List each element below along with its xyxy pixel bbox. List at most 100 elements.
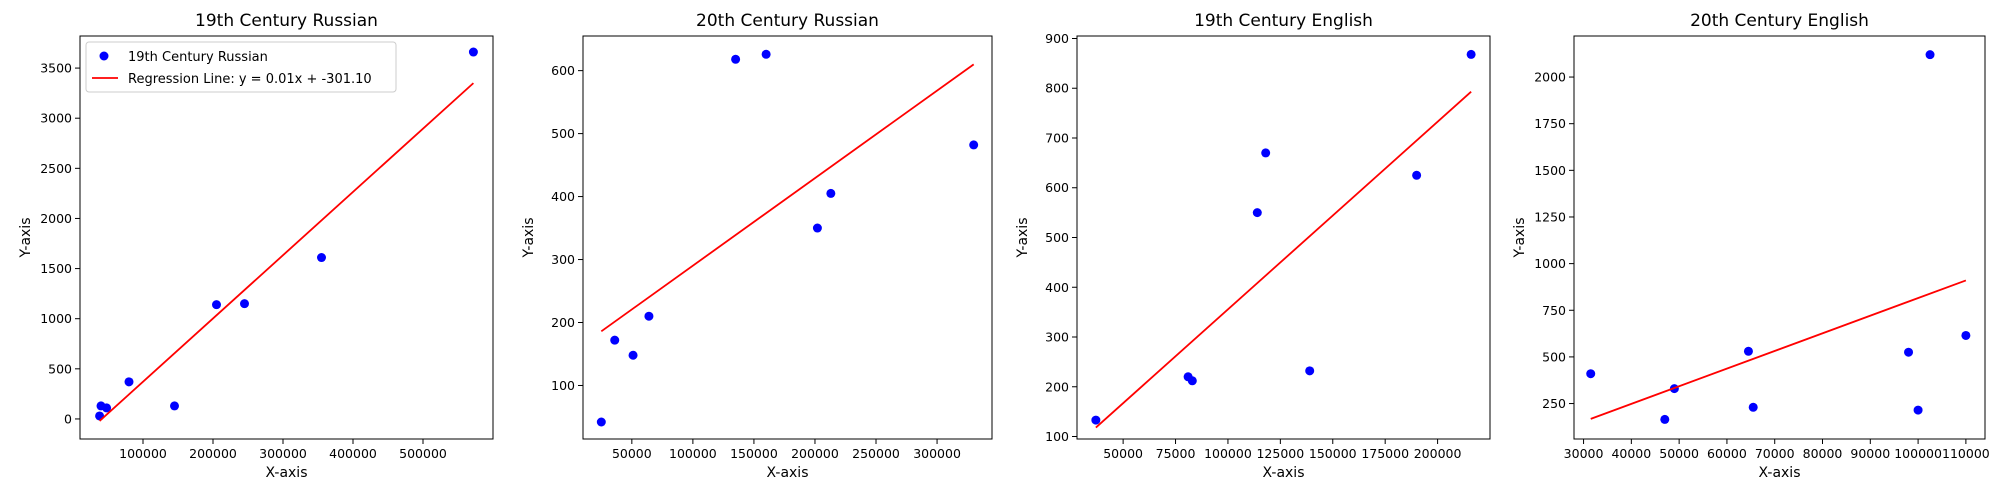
y-tick-label: 3500 [40,61,72,76]
x-tick-label: 60000 [1707,446,1747,461]
data-point [969,140,979,150]
subplot-2: 20th Century Russian 50000 100000 150000 200… [521,11,993,481]
data-point [1586,369,1596,379]
data-point [1660,414,1670,424]
data-point [240,299,249,309]
x-tick-label: 30000 [1564,446,1604,461]
x-tick-label: 90000 [1850,446,1890,461]
y-tick-label: 2000 [40,211,72,226]
data-point [1261,148,1271,158]
data-point [1412,170,1422,180]
y-tick-label: 1000 [1534,256,1566,271]
data-point [610,335,620,345]
legend-label: 19th Century Russian [128,50,268,65]
data-point [1961,330,1971,340]
data-point [1466,49,1476,59]
data-point [1743,346,1753,356]
legend-box [85,41,397,93]
y-axis-label: Y-axis [1512,218,1528,259]
data-point [596,417,606,427]
y-tick-label: 300 [1045,330,1069,345]
data-point [170,401,179,411]
subplot-title: 19th Century Russian [195,11,378,31]
y-tick-label: 2000 [1534,70,1566,85]
data-point [812,223,822,233]
x-tick-label: 300000 [259,446,307,461]
data-point [644,311,654,321]
y-tick-label: 500 [48,361,72,376]
y-tick-label: 600 [551,63,575,78]
data-point [1925,50,1935,60]
legend: 19th Century Russian Regression Line: y =… [85,41,397,93]
y-tick-label: 2500 [40,161,72,176]
y-tick-label: 200 [551,315,575,330]
subplot-3: 19th Century English 50000 75000 100000 1250… [1015,11,1491,481]
y-tick-label: 200 [1045,379,1069,394]
x-tick-label: 175000 [1361,446,1409,461]
y-tick-label: 500 [1045,230,1069,245]
data-point [1187,376,1197,386]
x-axis-label: X-axis [1263,465,1305,481]
legend-marker-points [99,51,109,61]
data-point [468,47,478,57]
data-point [628,350,638,360]
y-tick-label: 1500 [1534,163,1566,178]
x-tick-label: 40000 [1611,446,1651,461]
y-tick-label: 1000 [40,311,72,326]
subplot-title: 19th Century English [1194,11,1373,31]
plot-frame [1076,35,1491,440]
y-tick-label: 600 [1045,180,1069,195]
x-axis-label: X-axis [767,465,809,481]
plot-frame [582,35,993,440]
subplot-1: 19th Century Russian 100000 200000 300000 40… [18,11,494,481]
data-point [1091,415,1101,425]
y-tick-label: 1750 [1534,116,1566,131]
subplot-4: 20th Century English 30000 40000 50000 60000… [1512,11,1990,481]
y-tick-label: 400 [551,189,575,204]
x-tick-label: 100000 [669,446,717,461]
plot-frame [1573,35,1986,440]
y-axis-label: Y-axis [521,218,537,259]
data-point [761,49,771,59]
x-axis-label: X-axis [1759,465,1801,481]
y-tick-label: 1500 [40,261,72,276]
x-tick-label: 50000 [1659,446,1699,461]
data-point [1252,208,1262,218]
y-axis-label: Y-axis [18,218,34,259]
data-point [212,300,221,310]
legend-label: Regression Line: y = 0.01x + -301.10 [128,72,372,87]
y-tick-label: 0 [64,411,72,426]
y-tick-label: 400 [1045,280,1069,295]
data-point [731,54,741,64]
x-tick-label: 100000 [1204,446,1252,461]
y-axis-label: Y-axis [1015,218,1031,259]
x-tick-label: 500000 [399,446,447,461]
data-point [102,403,112,413]
y-tick-label: 1250 [1534,209,1566,224]
data-point [1913,405,1923,415]
x-tick-label: 80000 [1803,446,1843,461]
x-axis-label: X-axis [266,465,308,481]
x-tick-label: 75000 [1156,446,1196,461]
y-tick-label: 300 [551,252,575,267]
y-tick-label: 100 [551,378,575,393]
data-point [826,188,836,198]
data-point [1305,366,1315,376]
regression-line [1590,279,1967,420]
x-tick-label: 200000 [189,446,237,461]
x-tick-label: 300000 [913,446,961,461]
regression-line [1095,91,1472,429]
x-tick-label: 50000 [612,446,652,461]
y-tick-label: 3000 [40,111,72,126]
plot-frame [79,35,494,440]
x-tick-label: 200000 [791,446,839,461]
x-tick-label: 100000 [119,446,167,461]
x-tick-label: 400000 [329,446,377,461]
y-tick-label: 500 [1542,349,1566,364]
x-tick-label: 150000 [730,446,778,461]
x-tick-label: 100000 [1894,446,1942,461]
x-tick-label: 150000 [1309,446,1357,461]
x-tick-label: 50000 [1103,446,1143,461]
x-tick-label: 70000 [1755,446,1795,461]
